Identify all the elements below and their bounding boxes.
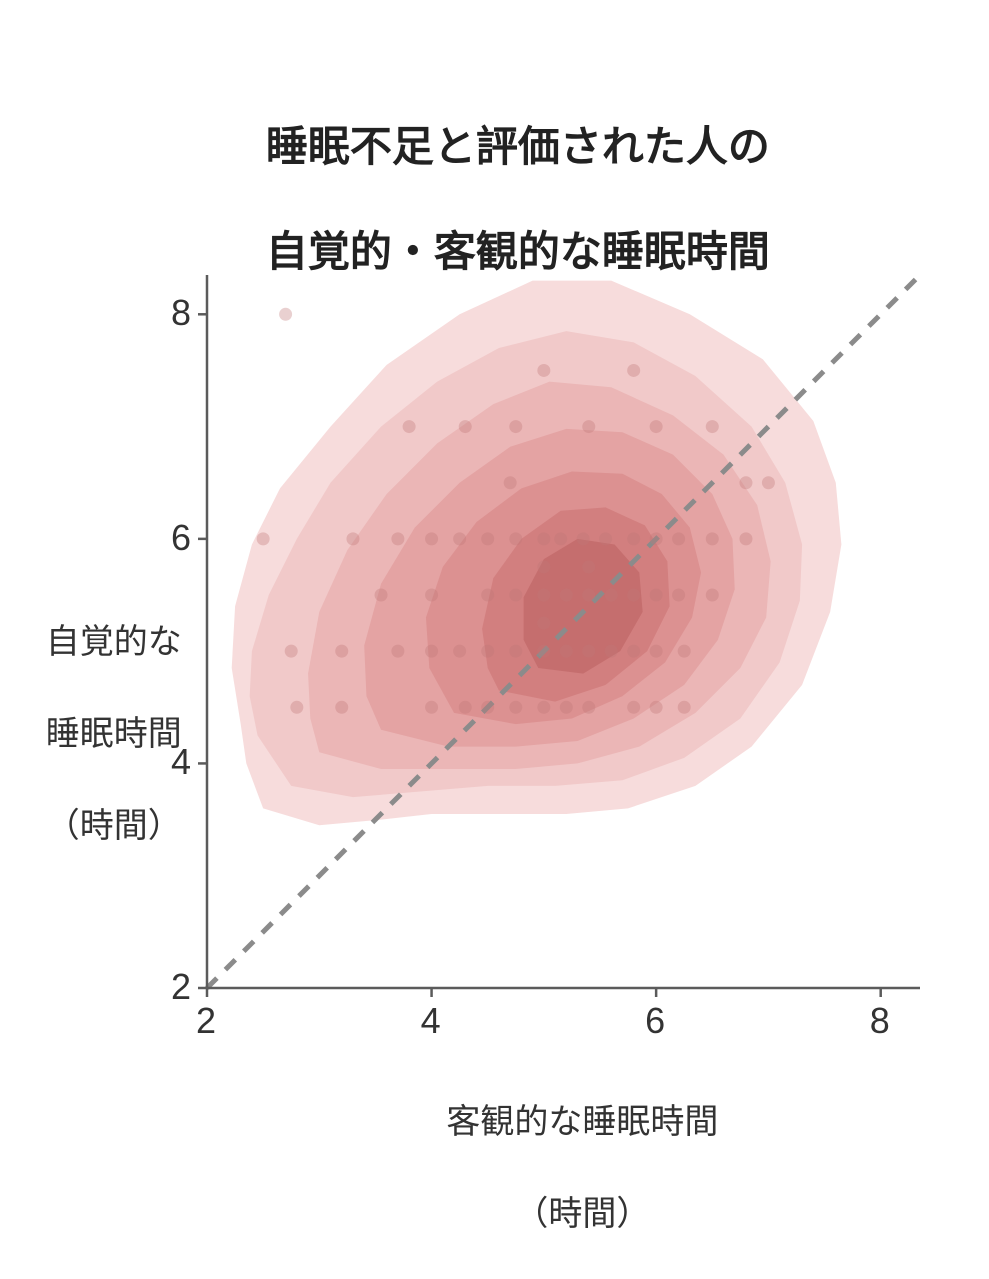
scatter-point — [537, 701, 550, 714]
x-tick-label: 2 — [196, 1000, 216, 1042]
scatter-point — [605, 645, 618, 658]
scatter-point — [459, 420, 472, 433]
scatter-point — [706, 589, 719, 602]
scatter-point — [481, 532, 494, 545]
chart-page: 睡眠不足と評価された人の 自覚的・客観的な睡眠時間 自覚的な 睡眠時間 （時間）… — [0, 0, 989, 1279]
chart-title-line1: 睡眠不足と評価された人の — [266, 123, 770, 170]
scatter-point — [290, 701, 303, 714]
scatter-point — [650, 589, 663, 602]
scatter-point — [537, 645, 550, 658]
scatter-point — [335, 701, 348, 714]
scatter-point — [509, 701, 522, 714]
scatter-point — [650, 701, 663, 714]
scatter-point — [582, 560, 595, 573]
scatter-point — [481, 589, 494, 602]
scatter-point — [481, 701, 494, 714]
scatter-point — [605, 589, 618, 602]
scatter-point — [582, 420, 595, 433]
scatter-point — [453, 645, 466, 658]
x-axis-label: 客観的な睡眠時間 （時間） — [207, 1054, 920, 1279]
scatter-point — [257, 532, 270, 545]
scatter-point — [537, 589, 550, 602]
scatter-point — [375, 589, 388, 602]
scatter-point — [537, 364, 550, 377]
x-axis-label-line2: （時間） — [514, 1195, 650, 1233]
scatter-point — [425, 532, 438, 545]
scatter-point — [650, 645, 663, 658]
scatter-point — [425, 589, 438, 602]
scatter-point — [391, 532, 404, 545]
y-tick-label: 8 — [171, 292, 191, 334]
scatter-point — [627, 364, 640, 377]
scatter-point — [509, 645, 522, 658]
scatter-point — [678, 701, 691, 714]
scatter-point — [739, 476, 752, 489]
scatter-point — [346, 532, 359, 545]
scatter-point — [425, 645, 438, 658]
scatter-point — [627, 532, 640, 545]
scatter-point — [672, 589, 685, 602]
scatter-point — [509, 532, 522, 545]
x-tick-label: 8 — [870, 1000, 890, 1042]
scatter-point — [509, 420, 522, 433]
y-axis-label-line1: 自覚的な — [46, 623, 182, 661]
scatter-point — [599, 532, 612, 545]
scatter-point — [537, 560, 550, 573]
scatter-point — [537, 532, 550, 545]
scatter-point — [650, 532, 663, 545]
scatter-point — [560, 701, 573, 714]
scatter-point — [582, 701, 595, 714]
x-tick-label: 4 — [421, 1000, 441, 1042]
scatter-point — [582, 589, 595, 602]
scatter-point — [279, 308, 292, 321]
scatter-point — [459, 701, 472, 714]
scatter-point — [537, 617, 550, 630]
scatter-point — [678, 645, 691, 658]
y-axis-label: 自覚的な 睡眠時間 （時間） — [8, 574, 167, 895]
scatter-point — [481, 645, 494, 658]
scatter-point — [706, 532, 719, 545]
y-tick-label: 4 — [171, 741, 191, 783]
scatter-point — [554, 532, 567, 545]
y-tick-label: 2 — [171, 966, 191, 1008]
scatter-point — [391, 645, 404, 658]
scatter-point — [706, 420, 719, 433]
scatter-point — [509, 589, 522, 602]
scatter-point — [453, 532, 466, 545]
scatter-point — [560, 589, 573, 602]
x-tick-label: 6 — [645, 1000, 665, 1042]
scatter-point — [739, 532, 752, 545]
scatter-point — [582, 645, 595, 658]
scatter-point — [425, 701, 438, 714]
scatter-point — [627, 589, 640, 602]
scatter-point — [650, 420, 663, 433]
y-axis-label-line2: 睡眠時間 — [46, 715, 182, 753]
scatter-point — [285, 645, 298, 658]
scatter-point — [560, 645, 573, 658]
scatter-point — [672, 532, 685, 545]
chart-title-line2: 自覚的・客観的な睡眠時間 — [266, 228, 770, 275]
y-tick-label: 6 — [171, 517, 191, 559]
scatter-point — [335, 645, 348, 658]
scatter-point — [762, 476, 775, 489]
scatter-point — [504, 476, 517, 489]
x-axis-label-line1: 客観的な睡眠時間 — [446, 1103, 718, 1141]
scatter-point — [627, 645, 640, 658]
y-axis-label-line3: （時間） — [46, 807, 182, 845]
scatter-point — [577, 532, 590, 545]
scatter-point — [627, 701, 640, 714]
density-scatter-plot — [207, 275, 920, 988]
scatter-point — [403, 420, 416, 433]
